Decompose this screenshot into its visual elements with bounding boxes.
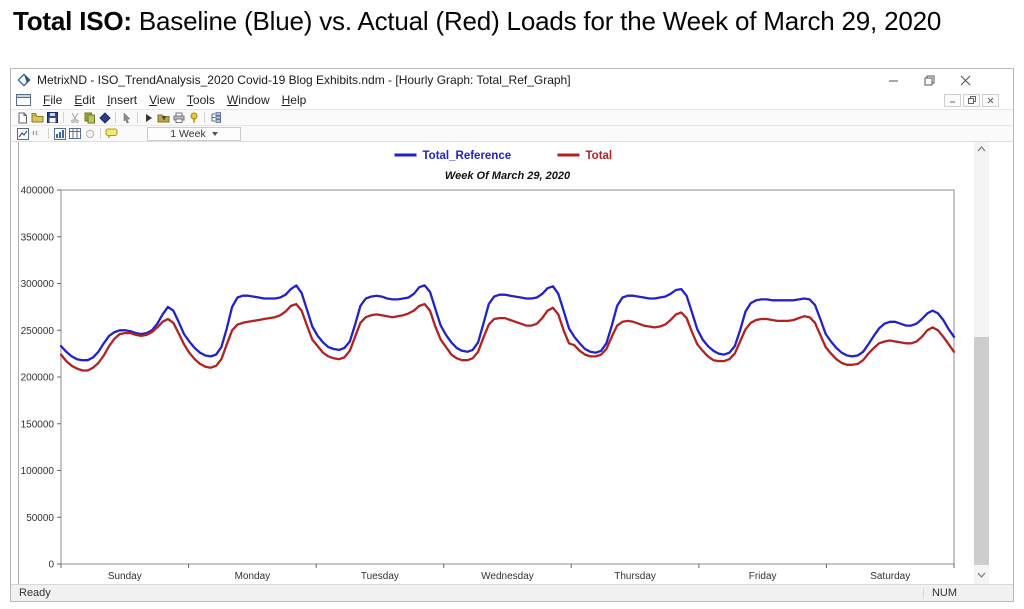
status-text: Ready xyxy=(19,587,51,599)
statusbar: Ready NUM xyxy=(11,584,1013,601)
toolbar-separator xyxy=(115,112,116,123)
metrixnd-app-icon xyxy=(17,73,31,87)
child-minimize-icon[interactable] xyxy=(944,93,961,107)
toolbar-separator xyxy=(48,128,49,139)
x-day-label: Monday xyxy=(235,571,271,582)
hierarchy-icon[interactable] xyxy=(208,111,223,124)
week-range-value: 1 Week xyxy=(170,127,206,140)
x-day-label: Saturday xyxy=(870,571,910,582)
print-icon[interactable] xyxy=(171,111,186,124)
cut-icon[interactable] xyxy=(67,111,82,124)
child-restore-icon[interactable] xyxy=(963,93,980,107)
content-border xyxy=(18,142,19,584)
legend-label: Total_Reference xyxy=(423,150,512,162)
x-day-label: Wednesday xyxy=(481,571,534,582)
copy-icon[interactable] xyxy=(82,111,97,124)
restore-icon[interactable] xyxy=(911,70,947,90)
x-day-label: Friday xyxy=(749,571,777,582)
scroll-down-icon[interactable] xyxy=(974,568,989,582)
num-lock-indicator: NUM xyxy=(931,587,957,599)
menubar: File Edit Insert View Tools Window Help xyxy=(11,91,1013,109)
export-folder-icon[interactable] xyxy=(156,111,171,124)
legend-label: Total xyxy=(586,150,613,162)
x-day-label: Sunday xyxy=(108,571,142,582)
chart-title: Week Of March 29, 2020 xyxy=(445,170,571,182)
x-day-label: Tuesday xyxy=(361,571,399,582)
y-tick-label: 400000 xyxy=(21,186,55,197)
menu-item-view[interactable]: View xyxy=(149,93,175,107)
run-icon[interactable] xyxy=(141,111,156,124)
document-window-icon xyxy=(16,94,31,106)
disabled-circle-icon xyxy=(82,127,97,140)
titlebar: MetrixND - ISO_TrendAnalysis_2020 Covid-… xyxy=(11,69,1013,91)
scrollbar-thumb[interactable] xyxy=(974,337,989,565)
child-window-controls xyxy=(944,93,1013,107)
metrixnd-window: MetrixND - ISO_TrendAnalysis_2020 Covid-… xyxy=(10,68,1014,602)
chart-frame xyxy=(60,189,955,565)
y-tick-label: 350000 xyxy=(21,232,55,243)
menu: File Edit Insert View Tools Window Help xyxy=(37,93,312,107)
toolbar-separator xyxy=(100,128,101,139)
headline-bold: Total ISO: xyxy=(13,6,132,36)
window-title: MetrixND - ISO_TrendAnalysis_2020 Covid-… xyxy=(37,73,571,87)
page-title: Total ISO: Baseline (Blue) vs. Actual (R… xyxy=(13,6,1013,37)
headline-rest: Baseline (Blue) vs. Actual (Red) Loads f… xyxy=(131,6,942,36)
y-tick-label: 300000 xyxy=(21,279,55,290)
save-icon[interactable] xyxy=(45,111,60,124)
graph-view: Total_Reference Total Week Of March 29, 20… xyxy=(11,142,1013,584)
comment-icon[interactable] xyxy=(104,127,119,140)
hourly-load-chart: Total_Reference Total Week Of March 29, 20… xyxy=(21,150,956,582)
series-total xyxy=(59,302,956,372)
close-icon[interactable] xyxy=(947,70,983,90)
menu-item-edit[interactable]: Edit xyxy=(74,93,96,107)
y-tick-label: 250000 xyxy=(21,326,55,337)
y-tick-label: 200000 xyxy=(21,373,55,384)
series-total-reference xyxy=(59,284,956,362)
paste-icon[interactable] xyxy=(97,111,112,124)
x-day-label: Thursday xyxy=(614,571,656,582)
open-folder-icon[interactable] xyxy=(30,111,45,124)
statusbar-separator xyxy=(922,587,924,599)
vertical-scrollbar[interactable] xyxy=(974,142,989,584)
toolbar-separator xyxy=(63,112,64,123)
menu-item-file[interactable]: File xyxy=(43,93,63,107)
menu-item-tools[interactable]: Tools xyxy=(186,93,215,107)
toolbar-graph: 1 Week xyxy=(11,125,1013,142)
scroll-up-icon[interactable] xyxy=(974,142,989,156)
statusbar-right: NUM xyxy=(922,587,957,599)
dropdown-arrow-icon xyxy=(211,131,218,136)
graph-page-icon[interactable] xyxy=(52,127,67,140)
toolbar-standard xyxy=(11,109,1013,125)
menu-item-help[interactable]: Help xyxy=(281,93,307,107)
menu-item-insert[interactable]: Insert xyxy=(107,93,138,107)
pointer-tool-icon[interactable] xyxy=(119,111,134,124)
y-tick-label: 100000 xyxy=(21,466,55,477)
week-range-select[interactable]: 1 Week xyxy=(147,126,241,141)
window-controls xyxy=(875,70,1013,90)
minimize-icon[interactable] xyxy=(875,70,911,90)
menu-item-window[interactable]: Window xyxy=(226,93,270,107)
y-tick-label: 50000 xyxy=(26,513,54,524)
toolbar-separator xyxy=(137,112,138,123)
quotes-icon[interactable] xyxy=(30,127,45,140)
y-tick-label: 0 xyxy=(48,560,54,571)
graph-properties-icon[interactable] xyxy=(15,127,30,140)
y-tick-label: 150000 xyxy=(21,419,55,430)
new-document-icon[interactable] xyxy=(15,111,30,124)
toolbar-separator xyxy=(204,112,205,123)
help-icon[interactable] xyxy=(186,111,201,124)
table-icon[interactable] xyxy=(67,127,82,140)
child-close-icon[interactable] xyxy=(982,93,999,107)
